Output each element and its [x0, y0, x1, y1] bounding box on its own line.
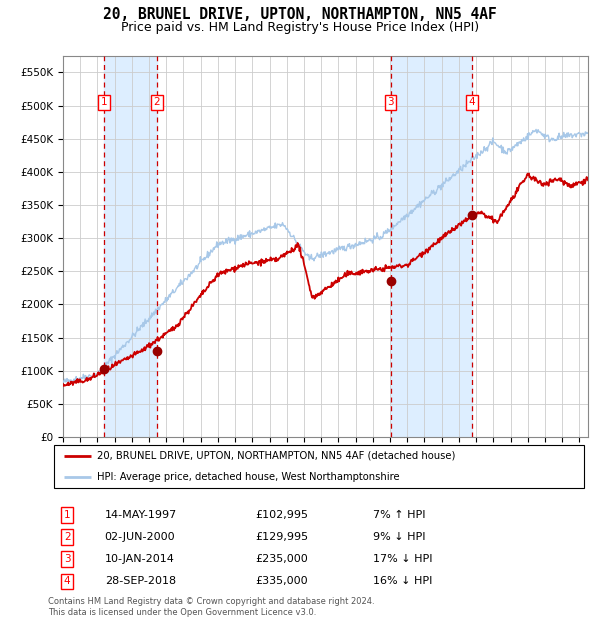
- Text: 02-JUN-2000: 02-JUN-2000: [104, 532, 175, 542]
- Text: 16% ↓ HPI: 16% ↓ HPI: [373, 577, 433, 587]
- Text: 20, BRUNEL DRIVE, UPTON, NORTHAMPTON, NN5 4AF (detached house): 20, BRUNEL DRIVE, UPTON, NORTHAMPTON, NN…: [97, 451, 455, 461]
- Text: HPI: Average price, detached house, West Northamptonshire: HPI: Average price, detached house, West…: [97, 472, 399, 482]
- Text: 20, BRUNEL DRIVE, UPTON, NORTHAMPTON, NN5 4AF: 20, BRUNEL DRIVE, UPTON, NORTHAMPTON, NN…: [103, 7, 497, 22]
- Bar: [391, 56, 472, 437]
- Text: 7% ↑ HPI: 7% ↑ HPI: [373, 510, 426, 520]
- Text: £235,000: £235,000: [255, 554, 308, 564]
- Bar: [104, 56, 157, 437]
- Text: Contains HM Land Registry data © Crown copyright and database right 2024.
This d: Contains HM Land Registry data © Crown c…: [48, 598, 374, 617]
- Text: 2: 2: [154, 97, 160, 107]
- Text: 3: 3: [387, 97, 394, 107]
- Text: 28-SEP-2018: 28-SEP-2018: [104, 577, 176, 587]
- Text: Price paid vs. HM Land Registry's House Price Index (HPI): Price paid vs. HM Land Registry's House …: [121, 21, 479, 34]
- Text: 10-JAN-2014: 10-JAN-2014: [104, 554, 175, 564]
- Text: 1: 1: [64, 510, 70, 520]
- Text: 14-MAY-1997: 14-MAY-1997: [104, 510, 177, 520]
- FancyBboxPatch shape: [53, 445, 584, 488]
- Text: 4: 4: [64, 577, 70, 587]
- Text: 1: 1: [100, 97, 107, 107]
- Text: 4: 4: [469, 97, 475, 107]
- Text: 9% ↓ HPI: 9% ↓ HPI: [373, 532, 426, 542]
- Text: £102,995: £102,995: [255, 510, 308, 520]
- Text: £335,000: £335,000: [255, 577, 308, 587]
- Text: 3: 3: [64, 554, 70, 564]
- Text: £129,995: £129,995: [255, 532, 308, 542]
- Text: 17% ↓ HPI: 17% ↓ HPI: [373, 554, 433, 564]
- Text: 2: 2: [64, 532, 70, 542]
